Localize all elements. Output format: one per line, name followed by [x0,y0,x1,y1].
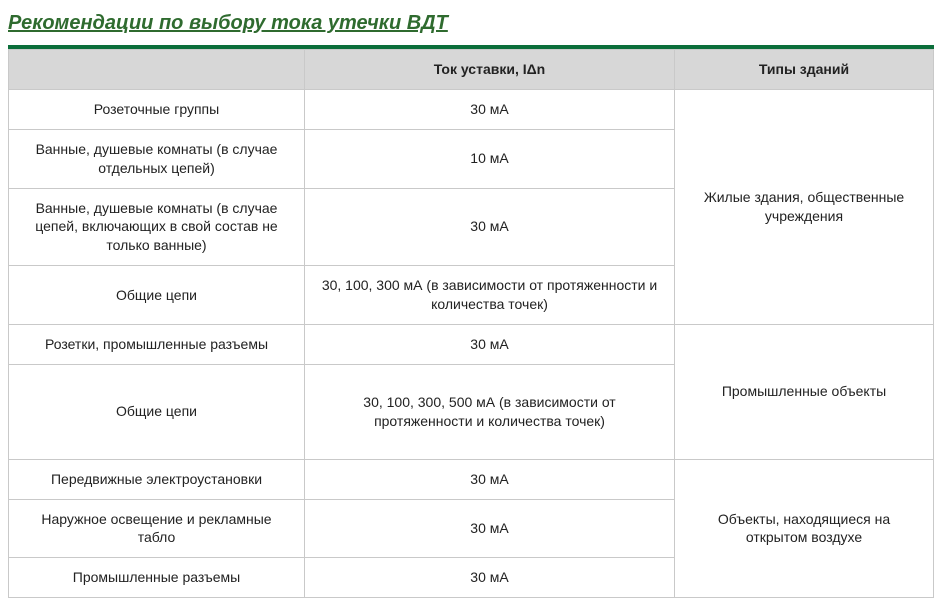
row-value: 10 мА [305,129,675,188]
row-value: 30 мА [305,459,675,499]
col-header-1 [9,50,305,90]
row-value: 30, 100, 300 мА (в зависимости от протяж… [305,266,675,325]
row-label: Общие цепи [9,266,305,325]
table-row: Розетки, промышленные разъемы 30 мА Пром… [9,325,934,365]
building-type-cell: Промышленные объекты [675,325,934,460]
recommendations-table: Ток уставки, IΔn Типы зданий Розеточные … [8,49,934,598]
row-value: 30 мА [305,325,675,365]
col-header-3: Типы зданий [675,50,934,90]
building-type-cell: Объекты, находящиеся на открытом воздухе [675,459,934,598]
row-label: Передвижные электроустановки [9,459,305,499]
row-value: 30 мА [305,188,675,266]
table-header-row: Ток уставки, IΔn Типы зданий [9,50,934,90]
row-label: Розетки, промышленные разъемы [9,325,305,365]
table-row: Передвижные электроустановки 30 мА Объек… [9,459,934,499]
row-label: Общие цепи [9,364,305,459]
row-value: 30 мА [305,89,675,129]
row-label: Розеточные группы [9,89,305,129]
row-value: 30 мА [305,499,675,558]
row-label: Ванные, душевые комнаты (в случае отдель… [9,129,305,188]
page-title: Рекомендации по выбору тока утечки ВДТ [8,12,934,35]
table-row: Розеточные группы 30 мА Жилые здания, об… [9,89,934,129]
row-value: 30, 100, 300, 500 мА (в зависимости от п… [305,364,675,459]
row-label: Промышленные разъемы [9,558,305,598]
col-header-2: Ток уставки, IΔn [305,50,675,90]
row-label: Наружное освещение и рекламные табло [9,499,305,558]
row-label: Ванные, душевые комнаты (в случае цепей,… [9,188,305,266]
row-value: 30 мА [305,558,675,598]
building-type-cell: Жилые здания, общественные учреждения [675,89,934,324]
